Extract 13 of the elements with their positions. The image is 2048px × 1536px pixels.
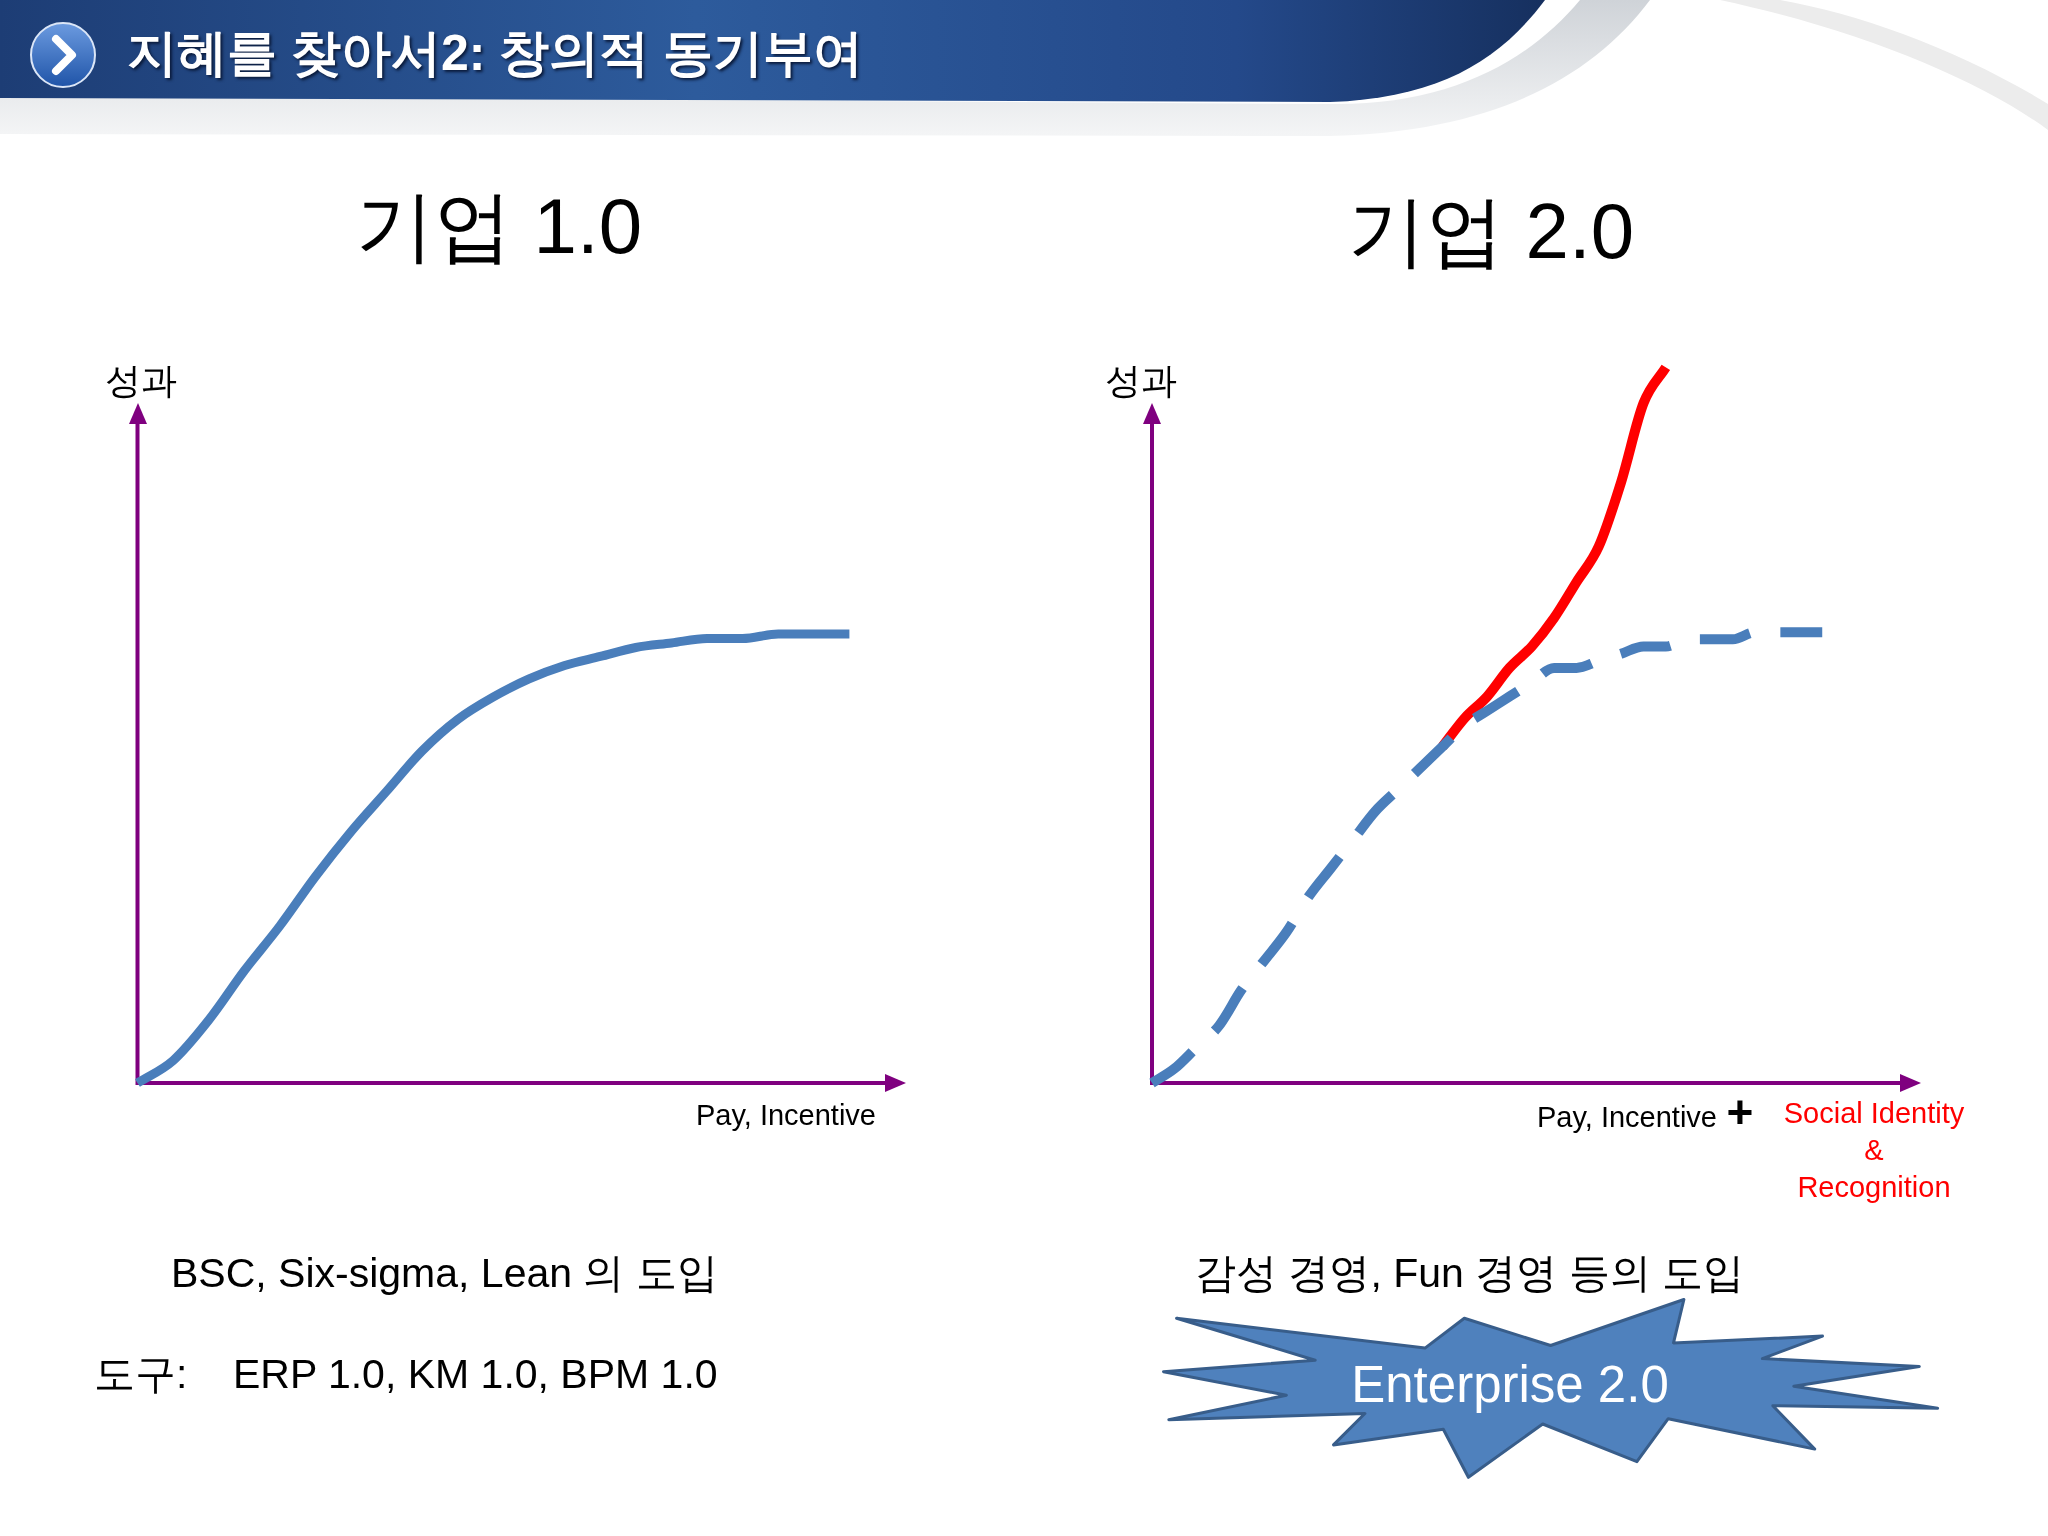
x-axis-title: Pay, Incentive <box>695 1097 876 1133</box>
text: BSC, Six-sigma, Lean 의 도입 <box>171 1248 718 1298</box>
y-axis-title: 성과 <box>1105 358 1177 402</box>
text: 도구: ERP 1.0, KM 1.0, BPM 1.0 <box>94 1349 718 1399</box>
text: + <box>1726 1084 1754 1140</box>
text: 지혜를 찾아서2: 창의적 동기부여 <box>127 24 864 83</box>
x-axis-title: Pay, Incentive <box>1536 1099 1717 1135</box>
text: Enterprise 2.0 <box>1351 1354 1669 1415</box>
chart-title: 기업 2.0 <box>1347 186 1635 277</box>
text: Social Identity & Recognition <box>1783 1095 1965 1205</box>
chart-title: 기업 1.0 <box>355 181 643 272</box>
y-axis-title: 성과 <box>105 358 177 402</box>
text: 감성 경영, Fun 경영 등의 도입 <box>1195 1248 1744 1298</box>
